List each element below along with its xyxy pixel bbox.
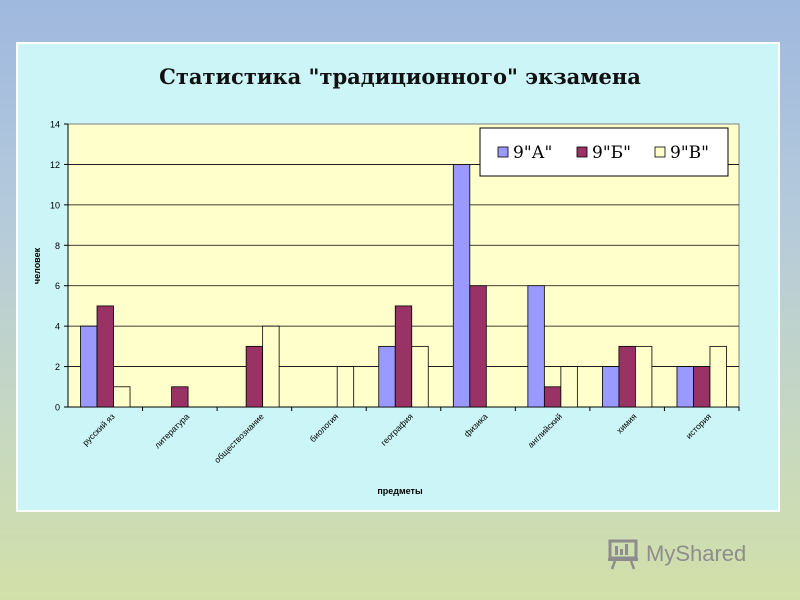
x-tick-label: английский (526, 411, 565, 450)
bar (452, 164, 471, 408)
bar (378, 345, 396, 408)
bar (469, 285, 487, 408)
legend-label: 9"А" (513, 143, 552, 163)
bar (560, 366, 578, 408)
bar (635, 345, 653, 408)
legend-label: 9"В" (670, 143, 709, 163)
x-tick-label: география (379, 411, 416, 448)
watermark-text: MyShared (646, 541, 747, 566)
bar (113, 386, 131, 408)
bar (709, 345, 727, 408)
bar (394, 305, 413, 408)
bar (80, 325, 98, 408)
x-axis-label: предметы (377, 486, 423, 496)
y-tick-label: 14 (50, 120, 60, 130)
x-tick-label: литература (152, 411, 191, 450)
bar (171, 386, 189, 408)
x-tick-label: биология (308, 411, 341, 444)
y-tick-label: 2 (55, 362, 60, 372)
x-tick-label: физика (462, 411, 490, 439)
y-tick-label: 6 (55, 281, 60, 291)
bar (411, 345, 429, 408)
legend-swatch (654, 146, 666, 158)
x-tick-label: химия (614, 411, 638, 435)
bar (96, 305, 114, 408)
bar (262, 325, 280, 408)
bar (245, 345, 264, 408)
bar (693, 366, 711, 408)
chart-title: Статистика "традиционного" экзамена (159, 64, 641, 89)
bar (676, 366, 694, 408)
bar (336, 366, 355, 408)
y-axis-label: человек (32, 247, 42, 284)
x-tick-label: русский яз (80, 411, 116, 447)
y-tick-label: 8 (55, 241, 60, 251)
legend-swatch (576, 146, 588, 158)
legend-swatch (497, 146, 509, 158)
bar (618, 345, 636, 408)
y-tick-label: 0 (55, 403, 60, 413)
x-tick-label: обществознание (212, 411, 266, 465)
presentation-board-icon (608, 539, 638, 570)
x-tick-label: история (684, 411, 714, 441)
bar (602, 366, 620, 408)
legend-box (479, 127, 729, 177)
legend-label: 9"Б" (592, 143, 631, 163)
watermark: MyShared (606, 538, 746, 570)
y-tick-label: 10 (50, 200, 60, 210)
y-tick-label: 4 (55, 322, 60, 332)
bar (527, 285, 545, 408)
bar (543, 386, 562, 408)
y-tick-label: 12 (50, 160, 60, 170)
